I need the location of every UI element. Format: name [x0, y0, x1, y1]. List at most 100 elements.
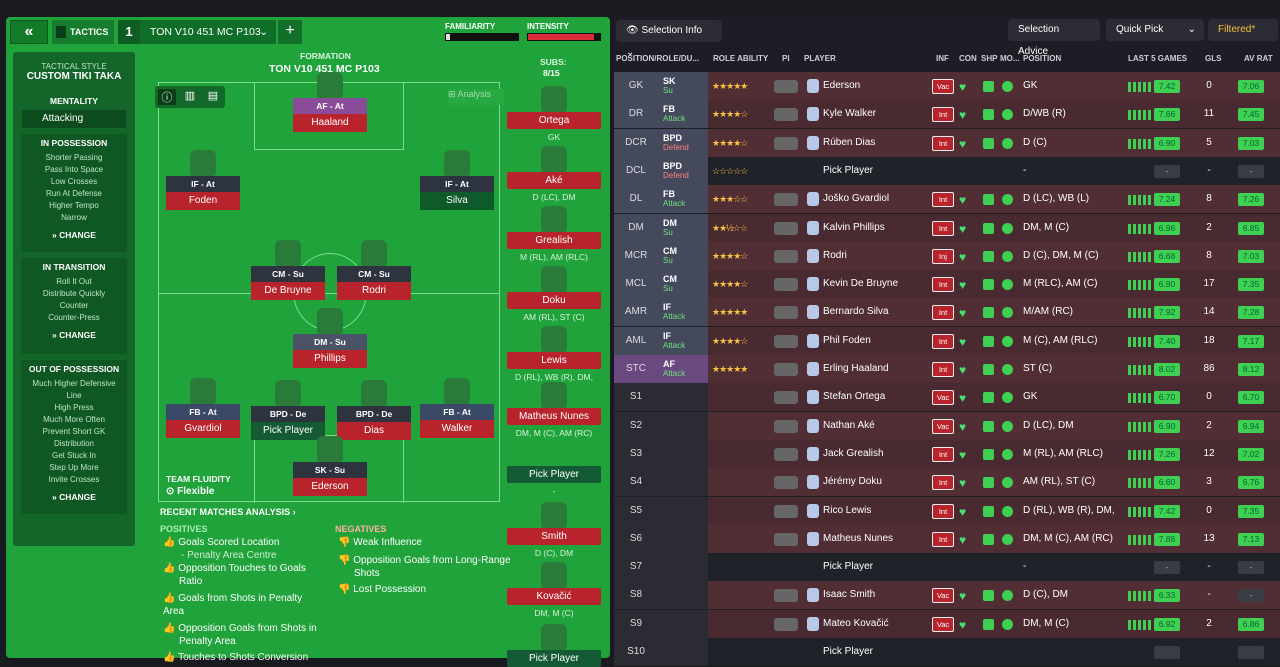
table-row[interactable]: S1 Stefan Ortega Vac ♥ GK 6.70 0 6.70	[614, 383, 1280, 412]
role-cell[interactable]: BPD Defend	[658, 156, 708, 185]
table-row[interactable]: S3 Jack Grealish Int ♥ M (RL), AM (RLC) 7.26 1…	[614, 439, 1280, 468]
sub-slot[interactable]: Doku AM (RL), ST (C)	[507, 266, 601, 322]
pi-icon[interactable]	[774, 278, 798, 292]
col-last5[interactable]: LAST 5 GAMES	[1128, 54, 1188, 63]
player-card-walker[interactable]: FB - At Walker	[420, 378, 494, 438]
selection-info-dropdown[interactable]: 👁 Selection Info ⌄	[616, 20, 722, 58]
player-card-phillips[interactable]: DM - Su Phillips	[293, 308, 367, 368]
back-button[interactable]: «	[10, 20, 48, 44]
table-row[interactable]: S10 Pick Player	[614, 638, 1280, 666]
info-icon[interactable]: ⓘ	[158, 89, 176, 105]
player-name[interactable]: Nathan Aké	[823, 419, 875, 431]
player-card-haaland[interactable]: AF - At Haaland	[293, 72, 367, 132]
col-role-ability[interactable]: ROLE ABILITY	[713, 54, 769, 63]
pi-icon[interactable]	[774, 136, 798, 150]
sub-slot[interactable]: Pick Player -	[507, 466, 601, 496]
col-mo[interactable]: MO...	[1000, 54, 1020, 63]
mentality-select[interactable]: Attacking	[22, 110, 126, 128]
player-card-pick[interactable]: BPD - De Pick Player	[251, 380, 325, 440]
col-gls[interactable]: GLS	[1205, 54, 1222, 63]
pi-icon[interactable]	[774, 334, 798, 348]
table-row[interactable]: S6 Matheus Nunes Int ♥ DM, M (C), AM (RC) 7.8…	[614, 524, 1280, 553]
role-cell[interactable]: BPD Defend	[658, 128, 708, 157]
sub-slot[interactable]: Grealish M (RL), AM (RLC)	[507, 206, 601, 262]
recent-analysis-link[interactable]: RECENT MATCHES ANALYSIS ›	[160, 507, 296, 517]
table-row[interactable]: DL FB Attack ★★★☆☆ Joško Gvardiol Int ♥ D (LC),…	[614, 185, 1280, 214]
chart-icon[interactable]: ▥	[184, 90, 196, 102]
pi-icon[interactable]	[774, 193, 798, 207]
player-name[interactable]: Rodri	[823, 249, 847, 261]
view-toggle[interactable]: ⓘ ▥ ▤	[155, 86, 225, 108]
table-row[interactable]: DR FB Attack ★★★★☆ Kyle Walker Int ♥ D/WB (R) 7.…	[614, 100, 1280, 129]
player-name[interactable]: Pick Player	[823, 561, 874, 573]
role-cell[interactable]: AF Attack	[658, 355, 708, 383]
player-card-ederson[interactable]: SK - Su Ederson	[293, 436, 367, 496]
player-name[interactable]: Joško Gvardiol	[823, 193, 890, 205]
col-position-role[interactable]: POSITION/ROLE/DU...	[616, 54, 700, 63]
table-row[interactable]: MCR CM Su ★★★★☆ Rodri Inj ♥ D (C), DM, M (C) 6.6…	[614, 241, 1280, 270]
selection-advice-button[interactable]: Selection Advice	[1008, 19, 1100, 57]
sub-slot[interactable]: Ortega GK	[507, 86, 601, 142]
player-name[interactable]: Kyle Walker	[823, 108, 876, 120]
table-row[interactable]: AMR IF Attack ★★★★★ Bernardo Silva Int ♥ M/AM (…	[614, 298, 1280, 327]
role-cell[interactable]: IF Attack	[658, 298, 708, 327]
bars-icon[interactable]: ▤	[207, 90, 219, 102]
role-cell[interactable]: SK Su	[658, 72, 708, 100]
pi-icon[interactable]	[774, 419, 798, 433]
col-shp[interactable]: SHP	[981, 54, 998, 63]
player-name[interactable]: Jérémy Doku	[823, 476, 882, 488]
player-name[interactable]: Ederson	[823, 80, 861, 91]
pi-icon[interactable]	[774, 504, 798, 518]
pi-icon[interactable]	[774, 447, 798, 461]
role-cell[interactable]: CM Su	[658, 241, 708, 270]
player-name[interactable]: Pick Player	[823, 646, 874, 657]
role-cell[interactable]: FB Attack	[658, 185, 708, 214]
pi-icon[interactable]	[774, 221, 798, 235]
pi-icon[interactable]	[774, 108, 798, 122]
tactics-tab[interactable]: TACTICS	[52, 20, 114, 44]
pi-icon[interactable]	[774, 476, 798, 490]
filter-dropdown[interactable]: Filtered*	[1208, 19, 1278, 41]
role-cell[interactable]: CM Su	[658, 270, 708, 299]
player-card-silva[interactable]: IF - At Silva	[420, 150, 494, 210]
sub-slot[interactable]: Pick Player	[507, 624, 601, 667]
player-name[interactable]: Bernardo Silva	[823, 306, 889, 318]
pi-icon[interactable]	[774, 80, 798, 93]
add-tactic-button[interactable]: +	[278, 20, 302, 44]
pi-icon[interactable]	[774, 249, 798, 263]
sub-slot[interactable]: Matheus Nunes DM, M (C), AM (RC)	[507, 382, 601, 438]
player-name[interactable]: Rico Lewis	[823, 504, 872, 516]
role-cell[interactable]: FB Attack	[658, 100, 708, 129]
table-row[interactable]: S4 Jérémy Doku Int ♥ AM (RL), ST (C) 6.60 3 6.7…	[614, 468, 1280, 497]
sub-slot[interactable]: Kovačić DM, M (C)	[507, 562, 601, 618]
player-card-foden[interactable]: IF - At Foden	[166, 150, 240, 210]
table-row[interactable]: S2 Nathan Aké Vac ♥ D (LC), DM 6.90 2 6.94	[614, 411, 1280, 440]
table-row[interactable]: GK SK Su ★★★★★ Ederson Vac ♥ GK 7.42 0 7.06	[614, 72, 1280, 100]
table-row[interactable]: MCL CM Su ★★★★☆ Kevin De Bruyne Int ♥ M (RLC), …	[614, 270, 1280, 299]
role-cell[interactable]: DM Su	[658, 213, 708, 242]
quick-pick-button[interactable]: Quick Pick ⌄	[1106, 19, 1204, 41]
player-name[interactable]: Jack Grealish	[823, 447, 884, 459]
table-row[interactable]: STC AF Attack ★★★★★ Erling Haaland Int ♥ ST (C)…	[614, 355, 1280, 383]
tactical-style-value[interactable]: CUSTOM TIKI TAKA	[26, 71, 122, 82]
player-name[interactable]: Kevin De Bruyne	[823, 278, 899, 290]
table-row[interactable]: AML IF Attack ★★★★☆ Phil Foden Int ♥ M (C), AM …	[614, 326, 1280, 355]
table-row[interactable]: DM DM Su ★★½☆☆ Kalvin Phillips Int ♥ DM, M (C) 6…	[614, 213, 1280, 242]
sub-slot[interactable]: Aké D (LC), DM	[507, 146, 601, 202]
player-name[interactable]: Erling Haaland	[823, 363, 889, 374]
col-position[interactable]: POSITION	[1023, 54, 1062, 63]
pi-icon[interactable]	[774, 391, 798, 405]
ip-change-button[interactable]: » CHANGE	[52, 230, 96, 240]
pi-icon[interactable]	[774, 589, 798, 603]
table-row[interactable]: DCL BPD Defend ☆☆☆☆☆ Pick Player - - - -	[614, 156, 1280, 185]
pi-icon[interactable]	[774, 306, 798, 320]
player-card-rodri[interactable]: CM - Su Rodri	[337, 240, 411, 300]
player-name[interactable]: Mateo Kovačić	[823, 617, 889, 629]
formation-name[interactable]: TON V10 451 MC P103	[269, 63, 380, 75]
analysis-button[interactable]: ⊞ Analysis	[448, 89, 504, 105]
player-card-de-bruyne[interactable]: CM - Su De Bruyne	[251, 240, 325, 300]
col-player[interactable]: PLAYER	[804, 54, 836, 63]
it-change-button[interactable]: » CHANGE	[52, 330, 96, 340]
